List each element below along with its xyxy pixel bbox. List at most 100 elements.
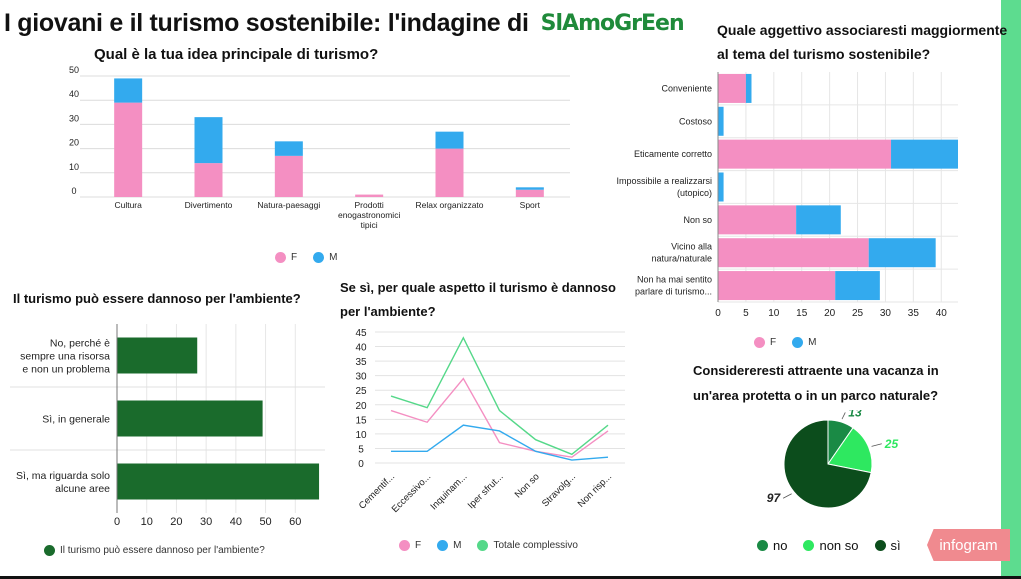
chart5-legend: no non so sì: [757, 538, 911, 553]
pie-value-label: 13: [848, 410, 862, 419]
x-tick-label: 20: [824, 308, 836, 319]
x-tick-label: Divertimento: [185, 200, 233, 210]
x-tick-label: Non so: [513, 471, 542, 500]
pie-value-label: 97: [767, 491, 782, 505]
bar-m: [718, 106, 724, 136]
decorative-side-strip: [1001, 0, 1021, 579]
bar-f: [355, 194, 384, 197]
bar-dannoso: [117, 400, 263, 437]
y-tick-label: natura/naturale: [651, 254, 712, 264]
bar-f: [718, 205, 797, 235]
chart2-title-line1: Quale aggettivo associaresti maggiorment…: [717, 22, 1008, 38]
x-tick-label: Iper sfrut...: [466, 471, 506, 511]
y-tick-label: 45: [355, 328, 367, 339]
y-tick-label: 50: [69, 66, 79, 75]
x-tick-label: Inquinam...: [428, 471, 469, 512]
x-tick-label: 25: [852, 308, 864, 319]
chart3-legend: Il turismo può essere dannoso per l'ambi…: [44, 545, 275, 556]
y-tick-label: 0: [358, 459, 364, 470]
legend-m-swatch: [313, 252, 325, 263]
y-tick-label: 20: [69, 138, 79, 148]
bar-f: [718, 238, 869, 268]
bar-f: [114, 102, 143, 197]
y-tick-label: 25: [355, 386, 367, 397]
series-line-2: [390, 336, 609, 456]
bar-f: [515, 189, 544, 197]
x-tick-label: 10: [768, 308, 780, 319]
x-tick-label: Natura-paesaggi: [257, 200, 320, 210]
bar-dannoso: [117, 337, 198, 374]
chart4-legend: F M Totale complessivo: [399, 540, 588, 551]
y-tick-label: Conveniente: [661, 83, 712, 93]
y-tick-label: 30: [355, 372, 367, 383]
x-tick-label: Non risp...: [576, 471, 614, 509]
x-tick-label: 30: [880, 308, 892, 319]
y-tick-label: 0: [71, 186, 76, 196]
y-tick-label: Vicino alla: [671, 242, 712, 252]
bar-f: [718, 73, 746, 103]
legend-dannoso-label: Il turismo può essere dannoso per l'ambi…: [60, 545, 265, 556]
y-tick-label: 5: [358, 444, 364, 455]
chart-aggettivo: 0 5 10 15 20 25 30 35 40 Conveniente Costoso Eticam…: [616, 72, 958, 319]
x-tick-label: 40: [230, 516, 242, 528]
bar-f: [194, 163, 223, 197]
legend-f-swatch: [275, 252, 286, 263]
chart2-title: Quale aggettivo associaresti maggiorment…: [717, 18, 1007, 66]
chart-aspetto-dannoso: 051015202530354045Cementif...Eccessivo..…: [355, 328, 625, 515]
x-tick-label: 40: [936, 308, 948, 319]
bar-m: [274, 141, 303, 156]
chart4-title: Se sì, per quale aspetto il turismo è da…: [340, 276, 616, 324]
pie-leader-line: [871, 443, 882, 447]
legend-nonso-swatch: [803, 540, 815, 551]
chart5-title-line2: un'area protetta o in un parco naturale?: [693, 388, 939, 403]
pie-slice-2: [783, 419, 872, 509]
bar-m: [114, 78, 143, 103]
chart1-title: Qual è la tua idea principale di turismo…: [94, 46, 379, 63]
bar-m: [796, 205, 841, 235]
chart3-title: Il turismo può essere dannoso per l'ambi…: [13, 291, 301, 306]
y-tick-label: Costoso: [679, 116, 712, 126]
x-tick-label: Sport: [520, 200, 541, 210]
x-tick-label: Prodotti: [355, 200, 384, 210]
y-tick-label: e non un problema: [22, 364, 110, 376]
legend-dannoso-swatch: [44, 545, 55, 556]
pie-leader-line: [782, 493, 792, 499]
legend-totale-swatch: [477, 540, 489, 551]
page-title: I giovani e il turismo sostenibile: l'in…: [4, 8, 529, 37]
y-tick-label: sempre una risorsa: [20, 351, 110, 363]
bottom-border: [0, 576, 1021, 579]
series-line-1: [391, 424, 609, 461]
bar-dannoso: [117, 463, 320, 500]
bar-f: [274, 155, 303, 197]
y-tick-label: parlare di turismo...: [635, 287, 712, 297]
y-tick-label: Sì, ma riguarda solo: [16, 470, 110, 482]
y-tick-label: Non so: [683, 215, 712, 225]
x-tick-label: 5: [743, 308, 749, 319]
bar-m: [891, 139, 958, 169]
chart5-title: Considereresti attraente una vacanza in …: [693, 358, 939, 408]
legend-m-swatch: [437, 540, 449, 551]
pie-value-label: 25: [884, 437, 899, 451]
legend-m-label: M: [808, 337, 817, 348]
legend-m-label: M: [453, 540, 462, 551]
x-tick-label: 10: [141, 516, 153, 528]
chart2-legend: F M: [754, 337, 826, 348]
x-tick-label: tipici: [361, 220, 378, 230]
infogram-badge[interactable]: infogram: [927, 529, 1010, 561]
chart-idea-turismo: 0 10 20 30 40 50 Cultura Divertimento Natura-pae…: [69, 66, 570, 230]
pie-slice-1: [827, 427, 873, 474]
x-tick-label: 20: [170, 516, 182, 528]
bar-m: [835, 271, 880, 301]
bar-f: [435, 148, 464, 197]
legend-m-swatch: [792, 337, 804, 348]
pie-leader-line: [841, 412, 846, 420]
legend-f-label: F: [770, 337, 777, 348]
y-tick-label: No, perché è: [50, 338, 110, 350]
header: I giovani e il turismo sostenibile: l'in…: [4, 6, 685, 40]
x-tick-label: 50: [259, 516, 271, 528]
chart2-title-line2: al tema del turismo sostenibile?: [717, 46, 931, 62]
y-tick-label: 35: [355, 357, 367, 368]
legend-no-swatch: [757, 540, 768, 551]
y-tick-label: Impossibile a realizzarsi: [616, 176, 712, 186]
bar-m: [194, 117, 223, 164]
